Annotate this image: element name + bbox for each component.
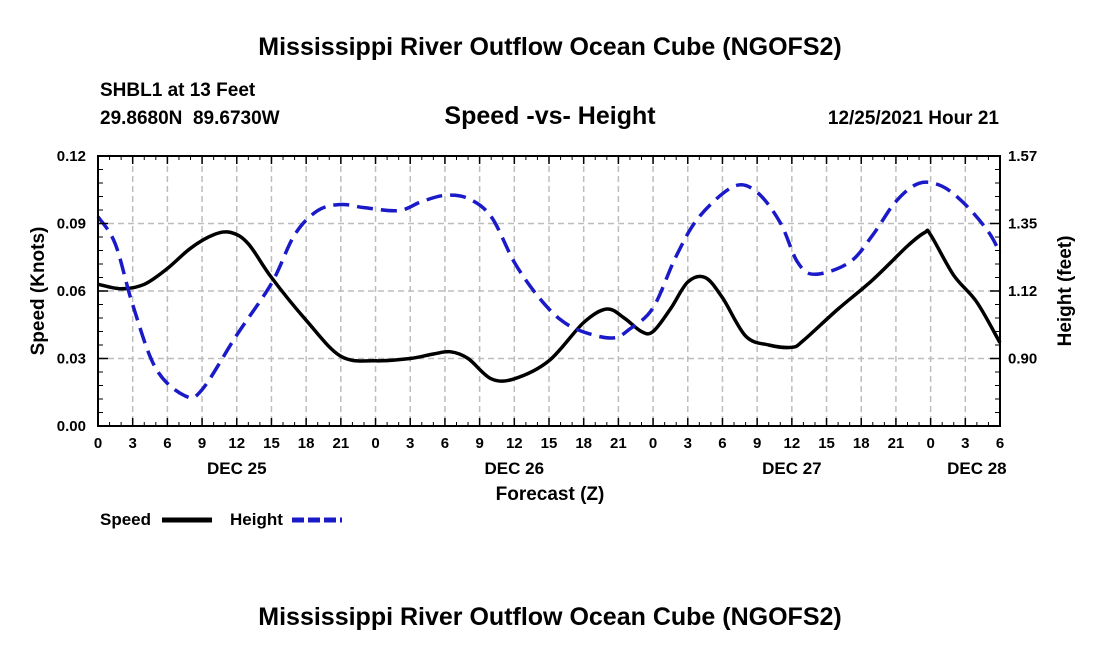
x-date-label: DEC 25 [207, 459, 267, 478]
y-tick-label: 0.00 [57, 418, 86, 435]
plot-area: 0 3 6 9 12 15 18 21 0 3 6 9 12 15 18 21 0 3 6 9 12 15 18 21 0 3 6 D… [57, 148, 1037, 478]
x-tick-label: 3 [961, 435, 969, 452]
y2-tick-label: 1.35 [1008, 216, 1037, 233]
x-tick-label: 0 [371, 435, 379, 452]
x-tick-label: 6 [441, 435, 449, 452]
x-tick-label: 0 [926, 435, 934, 452]
series-line-height [96, 180, 1002, 400]
x-tick-label: 3 [129, 435, 137, 452]
tick-labels: 0 3 6 9 12 15 18 21 0 3 6 9 12 15 18 21 0 3 6 9 12 15 18 21 0 3 6 D… [57, 148, 1037, 478]
y-tick-label: 0.09 [57, 216, 86, 233]
x-date-label: DEC 26 [485, 459, 545, 478]
tick-marks [97, 155, 1001, 427]
legend: Speed Height [100, 510, 342, 529]
x-tick-label: 15 [263, 435, 280, 452]
y2-tick-label: 0.90 [1008, 351, 1037, 368]
x-date-label: DEC 28 [947, 459, 1007, 478]
x-tick-label: 12 [506, 435, 523, 452]
x-tick-label: 18 [575, 435, 592, 452]
x-tick-label: 9 [753, 435, 761, 452]
x-axis-title: Forecast (Z) [496, 484, 605, 505]
y-tick-label: 0.12 [57, 148, 86, 165]
x-tick-label: 9 [198, 435, 206, 452]
top-title: Mississippi River Outflow Ocean Cube (NG… [258, 33, 841, 61]
x-tick-label: 12 [784, 435, 801, 452]
y-axis-title: Speed (Knots) [28, 227, 49, 356]
series-line-speed [97, 228, 1002, 383]
x-tick-label: 21 [610, 435, 627, 452]
x-tick-label: 3 [684, 435, 692, 452]
x-date-label: DEC 27 [762, 459, 822, 478]
chart-subtitle: Speed -vs- Height [444, 102, 656, 130]
y-tick-label: 0.06 [57, 283, 86, 300]
x-tick-label: 15 [818, 435, 835, 452]
x-tick-label: 18 [298, 435, 315, 452]
y2-axis-title: Height (feet) [1055, 236, 1076, 347]
legend-height-label: Height [230, 510, 283, 529]
y2-tick-label: 1.57 [1008, 148, 1037, 165]
x-tick-label: 9 [475, 435, 483, 452]
x-tick-label: 21 [333, 435, 350, 452]
x-tick-label: 6 [996, 435, 1004, 452]
x-tick-label: 12 [228, 435, 245, 452]
x-tick-label: 0 [649, 435, 657, 452]
y2-tick-label: 1.12 [1008, 283, 1037, 300]
x-tick-label: 3 [406, 435, 414, 452]
x-tick-label: 6 [718, 435, 726, 452]
x-tick-label: 18 [853, 435, 870, 452]
x-tick-label: 0 [94, 435, 102, 452]
bottom-title: Mississippi River Outflow Ocean Cube (NG… [258, 603, 841, 631]
forecast-datetime: 12/25/2021 Hour 21 [828, 108, 1000, 129]
x-tick-label: 21 [888, 435, 905, 452]
y-tick-label: 0.03 [57, 351, 86, 368]
x-tick-label: 6 [163, 435, 171, 452]
x-tick-label: 15 [541, 435, 558, 452]
series-layer [96, 180, 1002, 400]
coordinates-label: 29.8680N 89.6730W [100, 108, 280, 129]
grid-lines [98, 156, 1000, 426]
legend-speed-label: Speed [100, 510, 151, 529]
station-label: SHBL1 at 13 Feet [100, 80, 256, 101]
